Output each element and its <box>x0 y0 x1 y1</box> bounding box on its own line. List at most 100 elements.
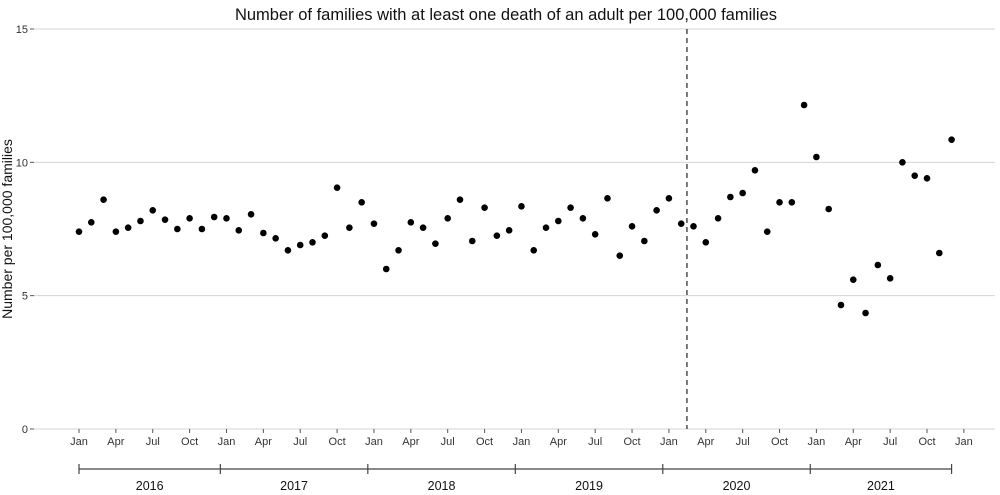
x-axis-ticks: Jan Apr Jul Oct Jan Apr Jul Oct Jan Apr Jul Oct Jan A… <box>70 429 973 448</box>
data-point <box>886 275 894 282</box>
data-point <box>198 225 206 233</box>
data-point <box>591 231 599 238</box>
data-point <box>210 213 218 221</box>
data-point <box>87 219 95 226</box>
data-point <box>112 228 120 235</box>
data-point <box>272 235 279 242</box>
data-point <box>174 225 181 233</box>
data-point <box>530 247 538 254</box>
year-label: 2021 <box>867 479 895 493</box>
data-point <box>407 219 415 226</box>
data-point <box>653 207 660 214</box>
data-point <box>468 237 476 245</box>
data-point <box>936 249 943 257</box>
x-tick-label: Oct <box>476 436 493 448</box>
y-tick-label: 10 <box>16 157 28 169</box>
data-point <box>223 215 230 222</box>
data-point <box>567 204 574 211</box>
data-point <box>702 239 710 246</box>
x-tick-label: Jul <box>588 436 602 448</box>
x-tick-label: Oct <box>623 436 640 448</box>
y-axis-label: Number per 100,000 families <box>0 139 15 319</box>
data-point <box>284 247 292 254</box>
data-point <box>346 224 353 231</box>
data-point <box>628 223 636 230</box>
x-tick-label: Oct <box>771 436 788 448</box>
x-tick-label: Oct <box>918 436 935 448</box>
data-point <box>641 237 648 245</box>
y-tick-label: 15 <box>16 24 28 36</box>
x-tick-label: Apr <box>255 436 272 448</box>
x-tick-label: Jan <box>513 436 531 448</box>
data-point <box>862 309 869 317</box>
data-point <box>518 203 525 210</box>
data-point <box>186 215 193 222</box>
data-point <box>579 215 587 222</box>
data-point <box>555 217 562 225</box>
y-tick-label: 0 <box>22 424 28 436</box>
x-tick-label: Jan <box>660 436 678 448</box>
year-label: 2017 <box>280 479 308 493</box>
x-tick-label: Apr <box>402 436 419 448</box>
chart-title: Number of families with at least one dea… <box>235 6 777 24</box>
data-point <box>849 276 857 283</box>
data-point <box>395 247 402 254</box>
year-label: 2016 <box>136 479 164 493</box>
data-point <box>751 167 759 174</box>
data-point <box>813 153 820 161</box>
data-point <box>432 240 439 247</box>
x-tick-label: Apr <box>550 436 567 448</box>
x-tick-label: Jul <box>293 436 307 448</box>
data-point <box>800 101 808 109</box>
data-point <box>75 228 83 235</box>
data-point <box>149 207 157 214</box>
data-point <box>382 265 390 273</box>
data-point <box>923 175 931 182</box>
data-point <box>456 196 464 203</box>
year-label: 2019 <box>575 479 603 493</box>
x-tick-label: Apr <box>697 436 714 448</box>
year-label: 2020 <box>723 479 751 493</box>
data-point <box>260 229 267 237</box>
data-point <box>825 205 832 213</box>
data-point <box>788 199 796 206</box>
data-point <box>333 184 341 191</box>
x-tick-label: Jan <box>955 436 973 448</box>
data-point <box>677 220 685 227</box>
data-point <box>247 211 255 218</box>
data-point <box>493 232 501 239</box>
data-point <box>874 261 882 269</box>
data-point <box>714 215 722 222</box>
data-point <box>124 224 132 231</box>
data-point <box>309 239 316 246</box>
data-point <box>604 195 611 202</box>
data-point <box>616 252 624 259</box>
data-point <box>739 189 746 197</box>
x-tick-label: Jul <box>883 436 897 448</box>
data-point <box>948 136 955 143</box>
data-point <box>100 196 107 203</box>
x-tick-label: Jul <box>441 436 455 448</box>
x-tick-label: Jan <box>70 436 88 448</box>
data-point <box>899 159 906 166</box>
x-tick-label: Jul <box>146 436 160 448</box>
data-point <box>763 228 771 235</box>
y-tick-label: 5 <box>22 291 28 303</box>
x-tick-label: Oct <box>329 436 346 448</box>
year-bracket: 2016 2017 2018 2019 2020 2021 <box>78 464 953 493</box>
data-point <box>690 223 697 230</box>
year-label: 2018 <box>428 479 456 493</box>
x-tick-label: Jan <box>218 436 236 448</box>
data-point <box>481 204 488 211</box>
data-point <box>296 241 304 249</box>
x-tick-label: Apr <box>845 436 862 448</box>
data-points <box>75 101 955 317</box>
data-point <box>776 199 783 206</box>
data-point <box>444 215 452 222</box>
x-tick-label: Jan <box>365 436 383 448</box>
data-point <box>542 224 550 231</box>
data-point <box>665 195 673 202</box>
data-point <box>370 220 378 227</box>
x-tick-label: Oct <box>181 436 198 448</box>
